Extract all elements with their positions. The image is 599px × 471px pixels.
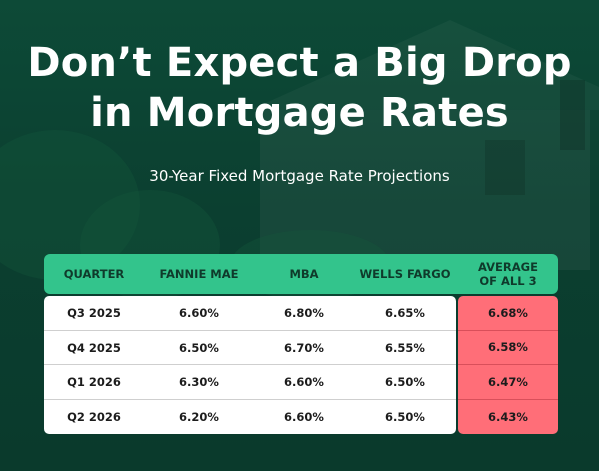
header-fannie-mae: FANNIE MAE (159, 267, 239, 281)
table-body: Q3 2025 6.60% 6.80% 6.65% Q4 2025 6.50% … (44, 296, 456, 434)
cell-mba: 6.60% (284, 409, 324, 424)
header-mba: MBA (289, 267, 319, 281)
background-house-wall (260, 110, 590, 270)
background-window (560, 80, 585, 150)
header-average: AVERAGE OF ALL 3 (458, 254, 558, 294)
cell-average: 6.43% (488, 409, 528, 424)
cell-mba: 6.80% (284, 306, 324, 320)
cell-wells-fargo: 6.55% (385, 340, 425, 355)
header-wells-fargo: WELLS FARGO (359, 267, 451, 281)
cell-fannie-mae: 6.30% (179, 375, 219, 389)
background-window (485, 140, 525, 195)
cell-fannie-mae: 6.50% (179, 340, 219, 355)
cell-quarter: Q4 2025 (67, 340, 121, 355)
average-column: 6.68% 6.58% 6.47% 6.43% (458, 296, 558, 434)
cell-average: 6.58% (458, 331, 558, 365)
table-row: Q2 2026 6.20% 6.60% 6.50% (44, 400, 456, 435)
header-average-line-2: OF ALL 3 (479, 274, 537, 288)
cell-mba: 6.70% (284, 340, 324, 355)
cell-quarter: Q2 2026 (67, 409, 121, 424)
table-header: QUARTER FANNIE MAE MBA WELLS FARGO AVERA… (44, 254, 558, 294)
cell-wells-fargo: 6.50% (385, 375, 425, 389)
cell-average: 6.47% (458, 365, 558, 400)
table-row: Q3 2025 6.60% 6.80% 6.65% (44, 296, 456, 331)
table-row: Q4 2025 6.50% 6.70% 6.55% (44, 331, 456, 365)
header-quarter: QUARTER (63, 267, 125, 281)
cell-average: 6.68% (458, 296, 558, 331)
cell-mba: 6.60% (284, 375, 324, 389)
background-house-roof (250, 20, 599, 110)
page-title: Don’t Expect a Big Drop in Mortgage Rate… (0, 38, 599, 138)
cell-fannie-mae: 6.60% (179, 306, 219, 320)
table-row: Q1 2026 6.30% 6.60% 6.50% (44, 365, 456, 400)
cell-quarter: Q1 2026 (67, 375, 121, 389)
page-subtitle: 30-Year Fixed Mortgage Rate Projections (149, 167, 450, 185)
cell-wells-fargo: 6.50% (385, 409, 425, 424)
cell-quarter: Q3 2025 (67, 306, 121, 320)
title-line-1: Don’t Expect a Big Drop (27, 40, 572, 86)
cell-fannie-mae: 6.20% (179, 409, 219, 424)
header-average-line-1: AVERAGE (478, 260, 538, 274)
title-line-2: in Mortgage Rates (90, 90, 509, 136)
cell-wells-fargo: 6.65% (385, 306, 425, 320)
